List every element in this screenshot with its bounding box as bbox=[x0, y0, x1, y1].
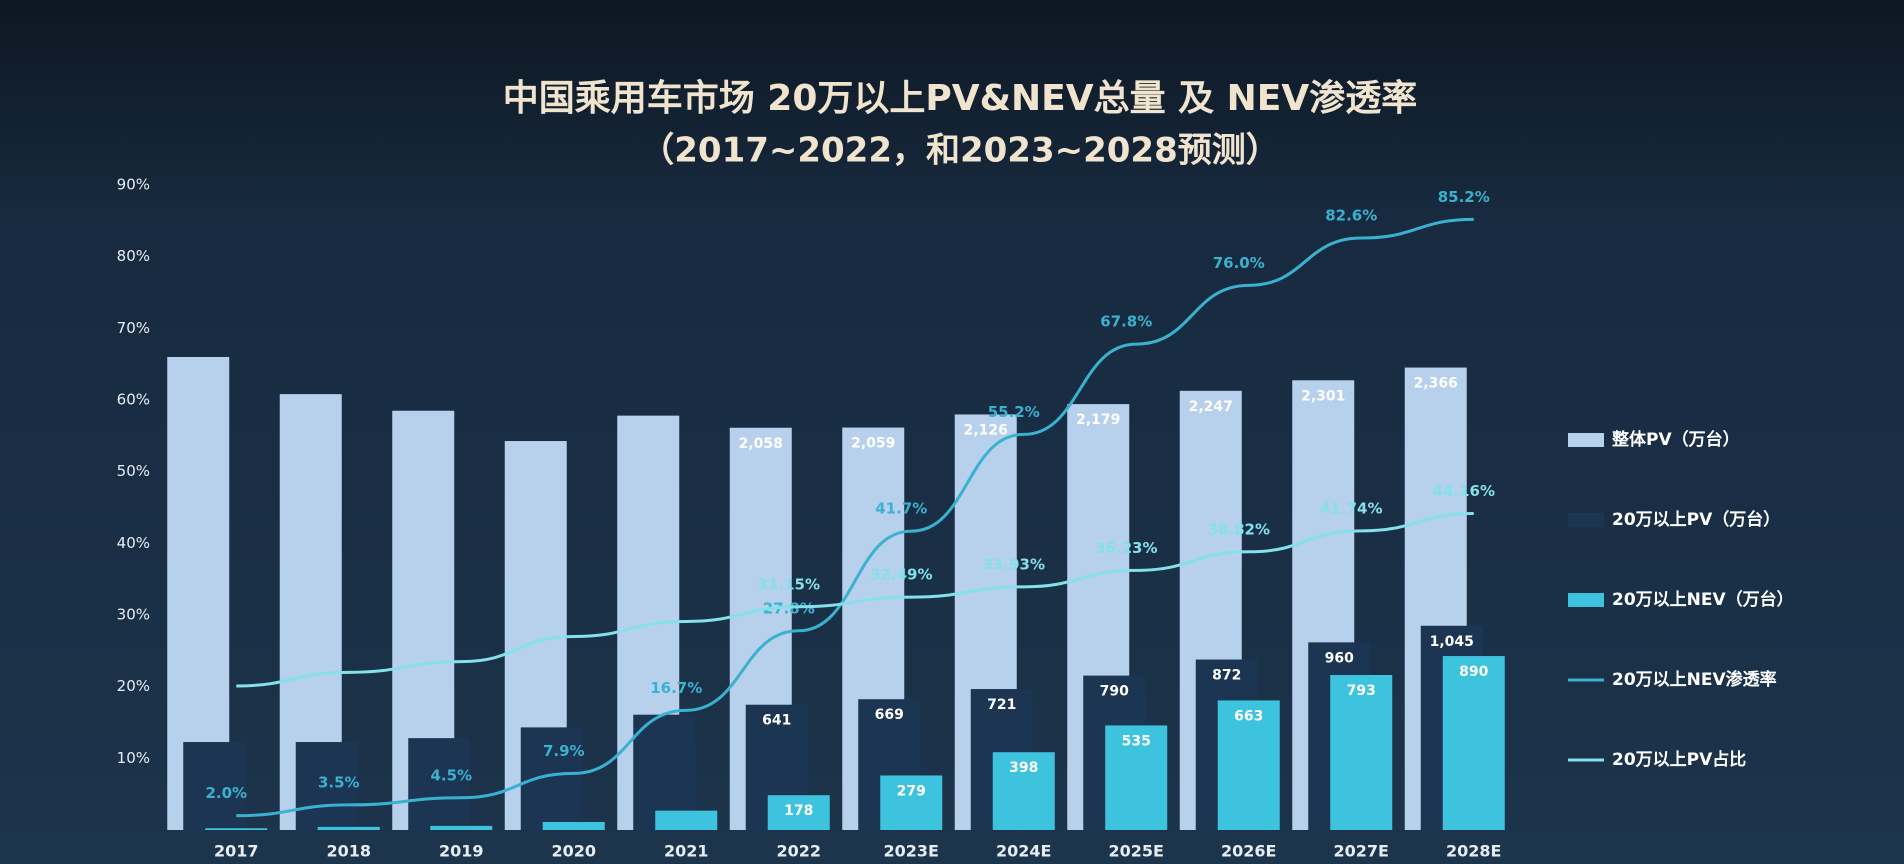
line-value-label: 41.74% bbox=[1320, 499, 1382, 517]
legend-swatch bbox=[1568, 593, 1604, 607]
bar bbox=[767, 795, 830, 830]
legend-label: 20万以上NEV（万台） bbox=[1612, 589, 1794, 610]
line-value-label: 38.82% bbox=[1208, 520, 1270, 538]
bar bbox=[408, 738, 471, 830]
x-tick-label: 2024E bbox=[996, 842, 1051, 861]
bar bbox=[880, 775, 943, 830]
x-tick-label: 2019 bbox=[439, 842, 484, 861]
bar-value-label: 2,179 bbox=[1076, 412, 1120, 428]
y-tick-label: 60% bbox=[117, 391, 150, 409]
line-value-label: 33.93% bbox=[983, 555, 1045, 573]
bar-value-label: 178 bbox=[784, 803, 813, 819]
line-value-label: 31.15% bbox=[758, 575, 820, 593]
bar-value-label: 669 bbox=[875, 707, 904, 723]
bar bbox=[1442, 656, 1505, 830]
y-tick-label: 40% bbox=[117, 534, 150, 552]
line-value-label: 3.5% bbox=[318, 773, 360, 791]
bar-value-label: 890 bbox=[1459, 664, 1488, 680]
x-tick-label: 2028E bbox=[1446, 842, 1501, 861]
bar-value-label: 2,058 bbox=[739, 436, 783, 452]
bar bbox=[317, 826, 380, 830]
legend-swatch bbox=[1568, 433, 1604, 447]
x-tick-label: 2020 bbox=[551, 842, 596, 861]
line bbox=[236, 217, 1474, 818]
bar bbox=[1330, 675, 1393, 830]
line-value-label: 16.7% bbox=[650, 679, 702, 697]
y-tick-label: 20% bbox=[117, 677, 150, 695]
line-value-label: 41.7% bbox=[875, 500, 927, 518]
bar-value-label: 641 bbox=[762, 713, 791, 729]
y-tick-label: 50% bbox=[117, 462, 150, 480]
bar-value-label: 398 bbox=[1009, 760, 1038, 776]
bar-value-label: 2,366 bbox=[1414, 376, 1458, 392]
line-value-label: 76.0% bbox=[1213, 254, 1265, 272]
legend-label: 整体PV（万台） bbox=[1612, 429, 1740, 450]
legend-label: 20万以上PV（万台） bbox=[1612, 509, 1780, 530]
bar bbox=[542, 821, 605, 830]
line-value-label: 36.23% bbox=[1095, 539, 1157, 557]
bar-value-label: 663 bbox=[1234, 708, 1263, 724]
x-tick-label: 2025E bbox=[1109, 842, 1164, 861]
x-tick-label: 2018 bbox=[326, 842, 371, 861]
y-tick-label: 30% bbox=[117, 606, 150, 624]
bar bbox=[183, 742, 246, 830]
bar-value-label: 2,247 bbox=[1189, 399, 1233, 415]
line-value-label: 85.2% bbox=[1438, 188, 1490, 206]
bar-value-label: 1,045 bbox=[1430, 634, 1474, 650]
line-value-label: 55.2% bbox=[988, 403, 1040, 421]
bar-value-label: 790 bbox=[1100, 684, 1129, 700]
chart-title: 中国乘用车市场 20万以上PV&NEV总量 及 NEV渗透率 bbox=[503, 78, 1418, 119]
line-value-label: 44.16% bbox=[1433, 482, 1495, 500]
bar-value-label: 535 bbox=[1122, 733, 1151, 749]
line-value-label: 32.49% bbox=[870, 566, 932, 584]
bar bbox=[430, 825, 493, 830]
legend-swatch bbox=[1568, 513, 1604, 527]
line-value-label: 4.5% bbox=[430, 766, 472, 784]
bar bbox=[205, 828, 268, 830]
x-tick-label: 2026E bbox=[1221, 842, 1276, 861]
line-value-label: 7.9% bbox=[543, 742, 585, 760]
x-tick-label: 2027E bbox=[1334, 842, 1389, 861]
legend-label: 20万以上NEV渗透率 bbox=[1612, 669, 1777, 690]
bar-value-label: 2,059 bbox=[851, 436, 895, 452]
y-tick-label: 70% bbox=[117, 319, 150, 337]
bar bbox=[1217, 700, 1280, 830]
bar-value-label: 2,126 bbox=[964, 422, 1008, 438]
bar bbox=[295, 742, 358, 830]
line-value-label: 2.0% bbox=[205, 784, 247, 802]
x-tick-label: 2017 bbox=[214, 842, 259, 861]
line-value-label: 67.8% bbox=[1100, 313, 1152, 331]
x-tick-label: 2022 bbox=[776, 842, 821, 861]
y-tick-label: 90% bbox=[117, 176, 150, 194]
legend-label: 20万以上PV占比 bbox=[1612, 749, 1746, 770]
y-tick-label: 80% bbox=[117, 247, 150, 265]
y-tick-label: 10% bbox=[117, 749, 150, 767]
chart-subtitle: （2017~2022，和2023~2028预测） bbox=[640, 131, 1280, 171]
bar-value-label: 721 bbox=[987, 697, 1016, 713]
x-tick-label: 2023E bbox=[884, 842, 939, 861]
x-tick-label: 2021 bbox=[664, 842, 709, 861]
bar-value-label: 793 bbox=[1347, 683, 1376, 699]
bar bbox=[992, 752, 1055, 830]
bar-value-label: 872 bbox=[1212, 668, 1241, 684]
bar-value-label: 960 bbox=[1325, 650, 1354, 666]
bar bbox=[655, 810, 718, 830]
bar bbox=[1105, 725, 1168, 830]
bar-value-label: 279 bbox=[897, 783, 926, 799]
line-value-label: 82.6% bbox=[1325, 207, 1377, 225]
bar-value-label: 2,301 bbox=[1301, 388, 1345, 404]
line bbox=[236, 512, 1474, 688]
